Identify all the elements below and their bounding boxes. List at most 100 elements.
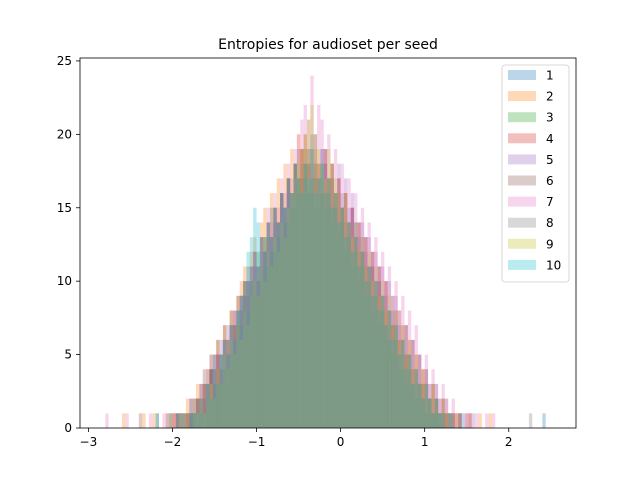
bar-series-8 (192, 413, 197, 428)
bar-series-4 (192, 413, 197, 428)
bar-series-7 (172, 413, 176, 428)
bar-series-1 (444, 413, 449, 428)
bar-series-6 (196, 398, 200, 428)
bar-series-3 (290, 207, 294, 428)
bar-series-4 (185, 413, 190, 428)
bar-series-6 (300, 149, 304, 428)
bar-series-5 (222, 354, 227, 428)
plot-frame (79, 57, 577, 429)
series-9 (179, 104, 459, 429)
bar-series-1 (407, 369, 412, 428)
bar-series-9 (219, 383, 223, 428)
bar-series-1 (354, 222, 358, 428)
bar-series-6 (199, 383, 203, 428)
bar-series-6 (269, 237, 274, 428)
bar-series-8 (266, 266, 270, 428)
bar-series-7 (374, 237, 378, 428)
bar-series-5 (364, 251, 368, 428)
bar-series-4 (229, 325, 233, 428)
bar-series-5 (360, 222, 365, 428)
bar-series-2 (229, 310, 233, 428)
bar-series-4 (367, 266, 371, 428)
bar-series-4 (417, 383, 422, 428)
bar-series-1 (374, 295, 378, 428)
bar-series-8 (233, 325, 237, 428)
bar-series-8 (350, 266, 355, 428)
bar-series-10 (367, 266, 371, 428)
bar-series-7 (196, 413, 200, 428)
bar-series-8 (253, 295, 257, 428)
bar-series-3 (246, 281, 250, 428)
bar-series-6 (367, 266, 371, 428)
bar-series-1 (253, 266, 257, 428)
bar-series-7 (397, 310, 402, 428)
bar-series-9 (414, 354, 418, 428)
bar-series-8 (212, 369, 217, 428)
bar-series-4 (380, 295, 385, 428)
bar-series-1 (280, 193, 284, 428)
bar-series-9 (216, 369, 220, 428)
bar-series-3 (219, 369, 223, 428)
bar-series-4 (313, 178, 318, 428)
bar-series-4 (189, 413, 193, 428)
bar-series-7 (377, 266, 381, 428)
bar-series-2 (276, 178, 281, 428)
bar-series-4 (243, 281, 247, 428)
bar-series-3 (236, 310, 240, 428)
series-7 (105, 75, 496, 429)
bar-series-1 (192, 413, 197, 428)
bar-series-2 (384, 310, 388, 428)
chart-title: Entropies for audioset per seed (218, 37, 438, 53)
bar-series-6 (401, 339, 405, 428)
bar-series-5 (189, 398, 193, 428)
bar-series-5 (441, 413, 445, 428)
bar-series-8 (239, 325, 244, 428)
bar-series-2 (330, 207, 334, 428)
bar-series-10 (300, 193, 304, 428)
bar-series-5 (209, 354, 213, 428)
bar-series-5 (431, 398, 435, 428)
bar-series-7 (458, 413, 462, 428)
series-10 (155, 149, 452, 428)
bar-series-7 (192, 398, 197, 428)
bar-series-3 (343, 237, 348, 428)
legend-label: 7 (546, 195, 554, 209)
bar-series-4 (444, 413, 449, 428)
bar-series-9 (370, 281, 375, 428)
bar-series-2 (182, 413, 186, 428)
bar-series-6 (202, 369, 207, 428)
bar-series-10 (283, 207, 287, 428)
bar-series-10 (229, 325, 233, 428)
bar-series-7 (206, 398, 210, 428)
bar-series-2 (444, 413, 449, 428)
bar-series-6 (424, 369, 429, 428)
bar-series-9 (212, 398, 217, 428)
y-tick-label: 0 (64, 421, 72, 435)
bar-series-4 (448, 413, 452, 428)
bar-series-5 (367, 237, 371, 428)
bar-series-2 (347, 222, 351, 428)
bar-series-6 (276, 222, 281, 428)
bar-series-6 (206, 383, 210, 428)
bar-series-8 (320, 178, 324, 428)
bar-series-9 (380, 281, 385, 428)
bar-series-4 (337, 178, 341, 428)
bar-series-6 (394, 325, 398, 428)
bar-series-1 (387, 339, 392, 428)
bar-series-2 (256, 266, 260, 428)
bar-series-3 (374, 281, 378, 428)
bar-series-7 (303, 104, 307, 428)
bar-series-1 (542, 413, 546, 428)
bar-series-2 (421, 383, 425, 428)
bar-series-2 (165, 413, 170, 428)
bar-series-5 (387, 281, 392, 428)
bar-series-2 (320, 163, 324, 428)
bar-series-1 (310, 134, 314, 428)
bar-series-1 (249, 295, 254, 428)
y-tick-label: 5 (64, 348, 72, 362)
bar-series-4 (300, 149, 304, 428)
bar-series-1 (434, 413, 439, 428)
bar-series-10 (290, 193, 294, 428)
bar-series-6 (428, 398, 432, 428)
bar-series-4 (283, 207, 287, 428)
